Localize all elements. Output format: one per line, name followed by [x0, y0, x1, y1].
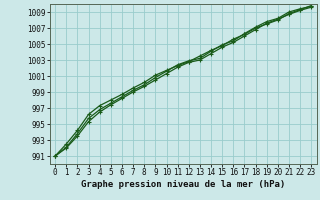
X-axis label: Graphe pression niveau de la mer (hPa): Graphe pression niveau de la mer (hPa) [81, 180, 285, 189]
